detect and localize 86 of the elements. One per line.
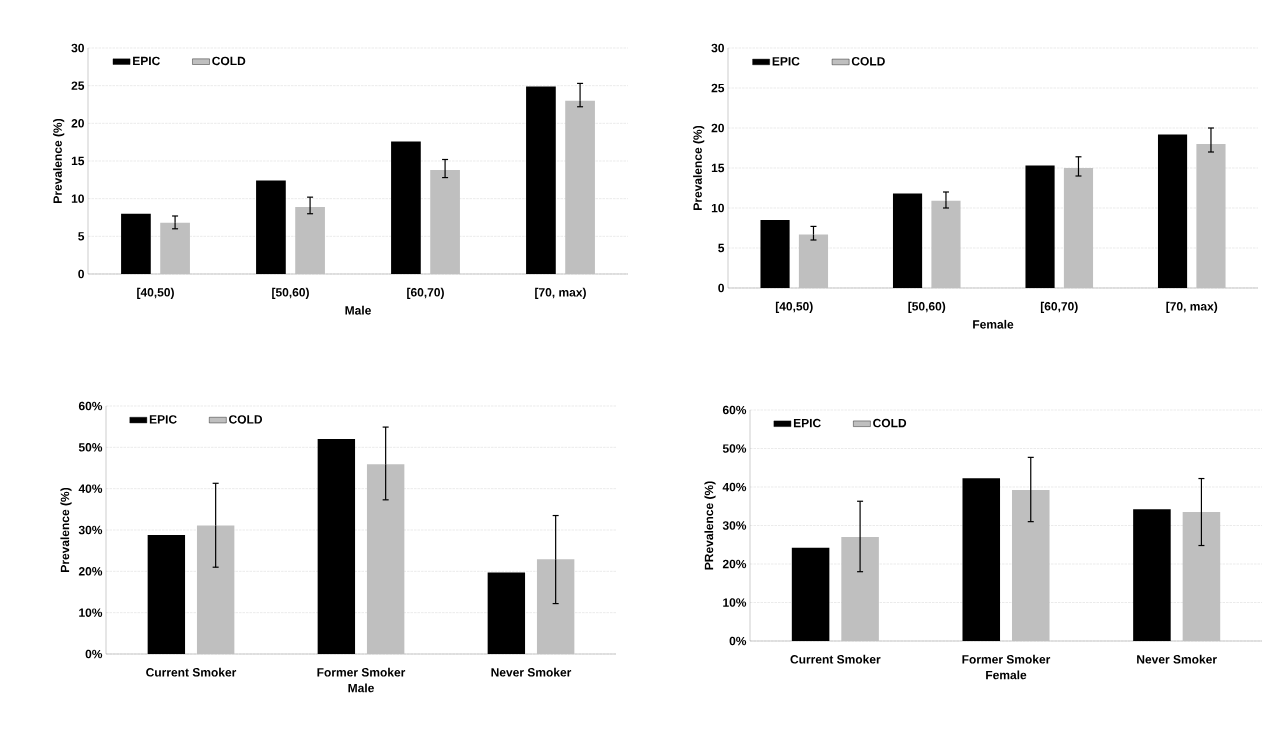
x-tick-label: [50,60) xyxy=(908,301,946,313)
legend-label: COLD xyxy=(229,415,263,424)
y-tick-label: 60% xyxy=(78,401,103,411)
y-tick-label: 20 xyxy=(71,119,84,128)
y-tick-label: 50% xyxy=(722,444,747,453)
y-tick-label: 25 xyxy=(711,83,725,93)
legend-label: EPIC xyxy=(772,57,800,66)
x-tick-label: Former Smoker xyxy=(317,667,406,677)
y-tick-label: 60% xyxy=(722,405,747,415)
bar xyxy=(931,200,961,288)
bar xyxy=(317,439,356,654)
bar xyxy=(121,213,151,274)
x-axis-title: Male xyxy=(345,305,371,315)
x-tick-label: [40,50) xyxy=(137,287,174,299)
y-tick-label: 20% xyxy=(78,567,103,576)
x-tick-label: Never Smoker xyxy=(1137,654,1217,664)
y-tick-label: 50% xyxy=(78,443,103,452)
bar xyxy=(892,193,923,288)
x-tick-label: [60,70) xyxy=(1040,301,1078,313)
y-tick-label: 40% xyxy=(722,482,747,492)
legend-label: COLD xyxy=(212,56,246,66)
legend-label: COLD xyxy=(851,57,885,66)
y-tick-label: 10% xyxy=(79,608,103,617)
x-tick-label: [50,60) xyxy=(272,287,309,299)
y-tick-label: 0% xyxy=(85,649,103,659)
y-tick-label: 0 xyxy=(78,269,84,279)
bar xyxy=(1063,168,1094,288)
bar xyxy=(536,559,575,654)
bar xyxy=(798,234,829,288)
bar xyxy=(760,220,790,288)
y-tick-label: 20 xyxy=(711,123,724,133)
bar xyxy=(1182,512,1221,641)
x-tick-label: Current Smoker xyxy=(790,654,881,664)
bar xyxy=(391,141,421,274)
y-tick-label: 10 xyxy=(711,203,724,213)
y-tick-label: 40% xyxy=(78,484,103,493)
bar xyxy=(1196,144,1226,288)
legend-label: EPIC xyxy=(133,56,160,66)
y-tick-label: 30% xyxy=(722,521,747,530)
x-tick-label: Current Smoker xyxy=(146,667,237,677)
x-axis-title: Female xyxy=(973,319,1014,329)
y-axis-title: PRevalence (%) xyxy=(704,481,716,570)
legend-label: COLD xyxy=(873,418,907,428)
x-tick-label: [40,50) xyxy=(775,301,813,313)
bar xyxy=(160,222,190,274)
y-tick-label: 5 xyxy=(78,232,85,241)
y-tick-label: 25 xyxy=(71,81,85,90)
bar xyxy=(1133,509,1171,641)
y-tick-label: 30 xyxy=(71,43,84,53)
y-tick-label: 10 xyxy=(71,194,84,203)
bar xyxy=(962,478,1001,641)
x-tick-label: [60,70) xyxy=(407,287,444,299)
x-tick-label: [70, max) xyxy=(535,287,586,299)
y-tick-label: 5 xyxy=(718,243,725,253)
x-tick-label: Never Smoker xyxy=(491,667,572,677)
y-tick-label: 15 xyxy=(711,163,725,173)
x-axis-title: Male xyxy=(348,683,374,693)
y-axis-title: Prevalence (%) xyxy=(60,487,72,572)
y-tick-label: 20% xyxy=(722,559,747,569)
bar xyxy=(791,547,830,641)
bar xyxy=(1011,490,1050,641)
y-tick-label: 30 xyxy=(711,43,724,53)
y-tick-label: 15 xyxy=(71,156,85,166)
bar xyxy=(147,534,186,654)
bar xyxy=(256,180,286,274)
y-tick-label: 0% xyxy=(729,636,747,646)
x-axis-title: Female xyxy=(986,670,1027,680)
y-tick-label: 30% xyxy=(78,525,103,535)
x-tick-label: [70, max) xyxy=(1166,301,1218,313)
y-tick-label: 0 xyxy=(718,283,724,293)
bar xyxy=(430,170,460,274)
y-tick-label: 10% xyxy=(723,598,747,607)
bar xyxy=(526,86,556,274)
y-axis-title: Prevalence (%) xyxy=(53,118,65,203)
legend-label: EPIC xyxy=(149,415,177,424)
bar xyxy=(841,537,879,641)
legend-label: EPIC xyxy=(793,418,821,428)
x-tick-label: Former Smoker xyxy=(962,654,1051,664)
y-axis-title: Prevalence (%) xyxy=(693,125,705,210)
bar xyxy=(196,525,235,654)
bar xyxy=(1025,165,1055,288)
bar xyxy=(1157,134,1188,288)
bar xyxy=(565,100,595,274)
bar xyxy=(366,464,405,654)
bar xyxy=(487,572,526,654)
bar xyxy=(295,206,325,274)
